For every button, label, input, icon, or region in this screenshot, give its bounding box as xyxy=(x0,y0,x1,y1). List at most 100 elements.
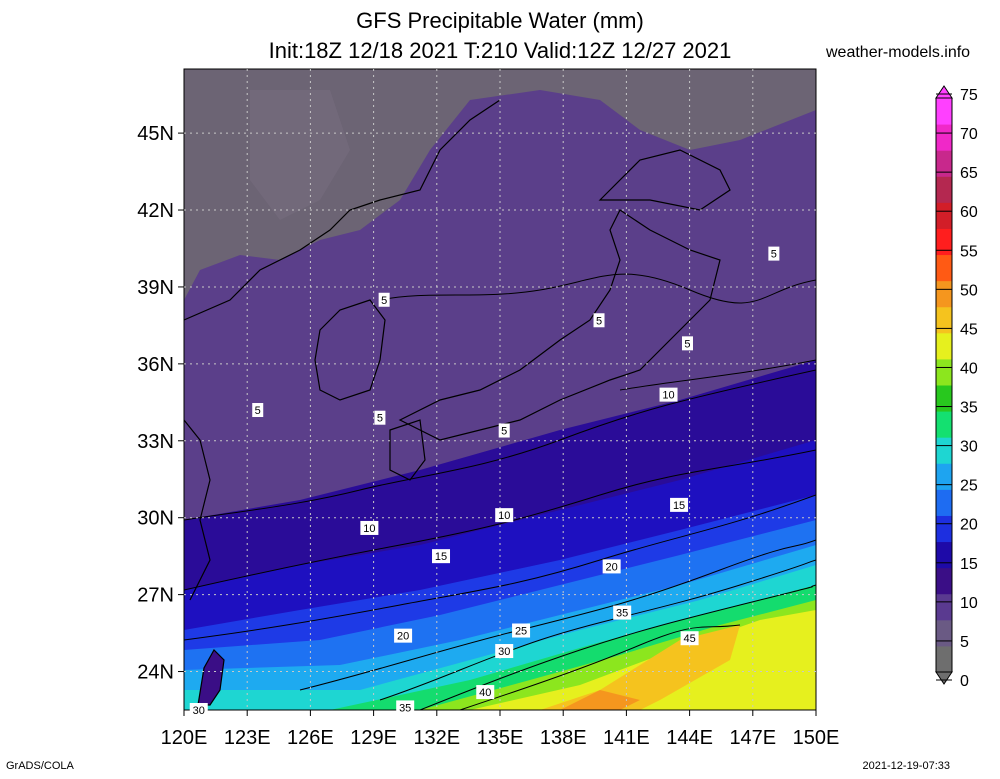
contour-label-bg xyxy=(396,700,415,715)
contour-label-bg xyxy=(495,508,514,523)
lat-tick-label: 33N xyxy=(137,431,174,453)
contour-label: 5 xyxy=(381,295,387,307)
contour-label: 5 xyxy=(255,405,261,417)
contour-label-bg xyxy=(680,631,699,646)
lat-tick-label: 39N xyxy=(137,277,174,299)
colorbar-tick-label: 75 xyxy=(960,87,978,104)
colorbar-swatch xyxy=(936,98,952,125)
contour-label: 5 xyxy=(377,413,383,425)
site-name: weather-models.info xyxy=(826,44,971,61)
colorbar-tick-label: 10 xyxy=(960,595,978,612)
contour-label: 15 xyxy=(673,500,685,512)
lat-tick-label: 42N xyxy=(137,200,174,222)
contour-label: 5 xyxy=(501,426,507,438)
lon-tick-label: 144E xyxy=(666,727,713,749)
colorbar-swatch xyxy=(936,385,952,412)
contour-label-bg xyxy=(670,497,689,512)
colorbar-swatch xyxy=(936,332,952,360)
colorbar-swatch xyxy=(936,358,952,386)
colorbar-swatch xyxy=(936,306,952,334)
contour-label: 40 xyxy=(479,687,491,699)
colorbar-tick-label: 45 xyxy=(960,321,978,338)
colorbar-swatch xyxy=(936,489,952,516)
map-title: GFS Precipitable Water (mm) xyxy=(356,8,644,33)
lat-tick-label: 30N xyxy=(137,508,174,530)
colorbar-tick-label: 40 xyxy=(960,360,978,377)
colorbar-swatch xyxy=(936,593,952,621)
lon-tick-label: 135E xyxy=(477,727,524,749)
contour-label: 10 xyxy=(363,523,375,535)
contour-label-bg xyxy=(189,703,208,717)
colorbar-tick-label: 5 xyxy=(960,634,969,651)
contour-label: 10 xyxy=(498,510,510,522)
axis-ticks: 120E 123E 126E 129E 132E 135E 138E 141E 144E 147E… xyxy=(137,123,839,749)
contour-label: 35 xyxy=(399,702,411,714)
contour-label: 35 xyxy=(616,608,628,620)
colorbar-tick-label: 25 xyxy=(960,478,978,495)
lon-tick-label: 147E xyxy=(729,727,776,749)
colorbar-swatch xyxy=(936,645,952,673)
lon-tick-label: 123E xyxy=(224,727,271,749)
colorbar-swatch xyxy=(936,280,952,308)
contour-label: 20 xyxy=(606,561,618,573)
lon-tick-label: 141E xyxy=(603,727,650,749)
contour-label-bg xyxy=(495,644,514,659)
colorbar-tick-label: 70 xyxy=(960,126,978,143)
contour-label: 30 xyxy=(193,705,205,717)
lat-tick-label: 36N xyxy=(137,354,174,376)
colorbar-swatch xyxy=(936,150,952,177)
footer-right: 2021-12-19-07:33 xyxy=(862,760,950,772)
contour-label: 10 xyxy=(662,390,674,402)
lon-tick-label: 129E xyxy=(350,727,397,749)
lon-tick-label: 132E xyxy=(413,727,460,749)
lon-tick-label: 138E xyxy=(540,727,587,749)
contour-label-bg xyxy=(593,313,605,328)
gridlines xyxy=(184,69,816,710)
footer-left: GrADS/COLA xyxy=(6,760,74,772)
contour-labels: 5 5 5 5 5 5 5 10 10 10 15 15 20 20 25 30 35 35 40 45 30 xyxy=(189,246,780,717)
contour-label: 5 xyxy=(596,315,602,327)
lon-tick-label: 120E xyxy=(161,727,208,749)
contour-label-bg xyxy=(512,623,531,638)
colorbar-swatch xyxy=(936,176,952,203)
contour-label-bg xyxy=(432,549,451,564)
contour-label-bg xyxy=(394,628,413,643)
map-subtitle: Init:18Z 12/18 2021 T:210 Valid:12Z 12/2… xyxy=(268,38,732,63)
colorbar-tick-label: 15 xyxy=(960,556,978,573)
colorbar-tick-label: 20 xyxy=(960,517,978,534)
colorbar-swatch xyxy=(936,463,952,490)
colorbar-bottom-arrow xyxy=(935,671,953,685)
colorbar-swatch xyxy=(936,437,952,464)
contour-label-bg xyxy=(613,605,632,620)
contour-label: 15 xyxy=(435,551,447,563)
contour-label-bg xyxy=(252,403,264,418)
lon-tick-label: 126E xyxy=(287,727,334,749)
contour-label-bg xyxy=(768,246,780,261)
colorbar-swatch xyxy=(936,202,952,229)
colorbar-tick-label: 60 xyxy=(960,204,978,221)
colorbar-tick-label: 30 xyxy=(960,439,978,456)
colorbar-swatch xyxy=(936,254,952,282)
contour-label: 25 xyxy=(515,626,527,638)
colorbar-swatch xyxy=(936,515,952,543)
contour-label-bg xyxy=(378,292,390,307)
contour-label: 5 xyxy=(684,338,690,350)
colorbar-tick-label: 0 xyxy=(960,673,969,690)
lon-tick-label: 150E xyxy=(793,727,840,749)
contour-label: 45 xyxy=(683,633,695,645)
contour-label-bg xyxy=(498,423,510,438)
contour-label-bg xyxy=(602,559,621,574)
colorbar-top-arrow xyxy=(935,85,953,99)
contour-label-bg xyxy=(659,387,678,402)
colorbar-swatch xyxy=(936,124,952,151)
contour-label-bg xyxy=(360,520,379,535)
lat-tick-label: 45N xyxy=(137,123,174,145)
colorbar-swatch xyxy=(936,228,952,256)
colorbar-swatch xyxy=(936,541,952,569)
lat-tick-label: 27N xyxy=(137,585,174,607)
colorbar-tick-label: 35 xyxy=(960,400,978,417)
contour-label-bg xyxy=(681,336,693,351)
colorbar-tick-label: 55 xyxy=(960,243,978,260)
colorbar-swatch xyxy=(936,619,952,647)
